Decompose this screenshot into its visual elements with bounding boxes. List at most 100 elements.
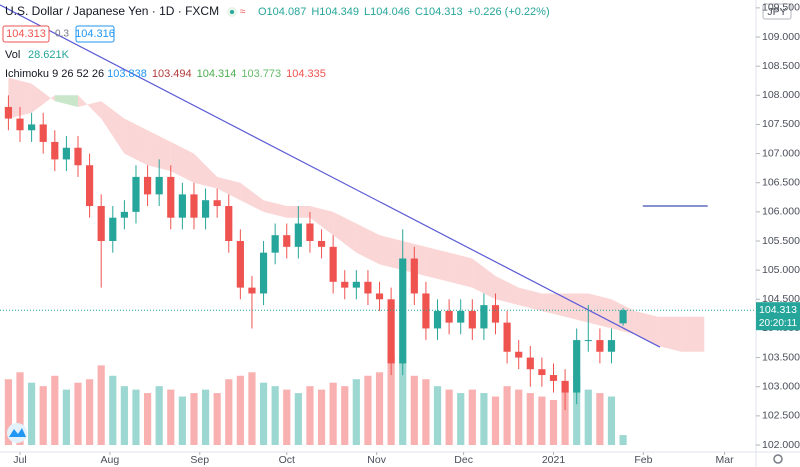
y-tick-label: 103.500 — [762, 351, 800, 363]
ohlc-readout: C104.313 — [415, 6, 463, 18]
x-tick-label: Nov — [367, 454, 386, 466]
ichimoku-cloud — [101, 101, 125, 154]
ichimoku-cloud — [170, 141, 194, 183]
ichimoku-cloud — [449, 252, 473, 288]
data-source-icon: ≈ — [240, 7, 246, 18]
volume-bar — [584, 389, 592, 445]
sell-button[interactable] — [2, 25, 50, 43]
volume-bar — [538, 396, 546, 445]
settings-icon[interactable] — [773, 454, 783, 464]
ichimoku-cloud — [147, 130, 171, 172]
volume-bar — [143, 393, 152, 445]
volume-bar — [399, 361, 407, 445]
x-tick-label: Dec — [454, 454, 473, 466]
candle-body — [584, 340, 592, 342]
x-tick-label: Aug — [101, 454, 120, 466]
volume-bar — [561, 382, 569, 445]
volume-bar — [283, 389, 291, 445]
candle-body — [596, 340, 604, 352]
candle-body — [213, 200, 221, 207]
y-tick-label: 106.000 — [762, 206, 800, 218]
candle-body — [225, 206, 233, 242]
volume-bar — [51, 375, 59, 445]
ichimoku-cloud — [681, 316, 705, 352]
candle-body — [364, 281, 372, 294]
ichimoku-cloud — [657, 316, 682, 352]
market-status-dot — [230, 10, 234, 14]
volume-bar — [457, 393, 465, 445]
volume-bar — [549, 400, 558, 445]
buy-button[interactable] — [75, 25, 115, 43]
volume-bar — [445, 389, 453, 445]
candle-body — [503, 322, 511, 352]
candle-body — [155, 176, 163, 195]
ichimoku-cloud — [518, 287, 542, 311]
x-tick-label: Jul — [13, 454, 26, 466]
ichimoku-cloud — [379, 235, 403, 271]
y-tick-label: 109.500 — [762, 2, 800, 14]
volume-bar — [271, 386, 279, 445]
candle-body — [74, 147, 82, 166]
sell-price: 104.313 — [6, 28, 46, 40]
candle-body — [306, 223, 314, 242]
volume-bar — [85, 379, 94, 445]
last-price-label: 104.313 — [759, 304, 797, 316]
y-tick-label: 102.500 — [762, 410, 800, 422]
ichimoku-cloud — [472, 258, 496, 300]
volume-bar — [329, 382, 337, 445]
ichimoku-cloud — [541, 293, 566, 317]
y-tick-label: 107.000 — [762, 147, 800, 159]
ichimoku-value: 104.335 — [286, 68, 326, 80]
ichimoku-cloud — [333, 211, 357, 253]
volume-bar — [468, 389, 476, 445]
ichimoku-cloud — [54, 95, 78, 107]
volume-bar — [62, 389, 70, 445]
volume-bar — [341, 386, 349, 445]
plot-area — [0, 4, 756, 445]
symbol-title: U.S. Dollar / Japanese Yen · 1D · FXCM — [5, 4, 219, 18]
candle-body — [515, 351, 523, 358]
candle-body — [167, 176, 175, 218]
ichimoku-cloud — [8, 77, 32, 119]
volume-bar — [4, 379, 13, 445]
candle-body — [16, 118, 24, 131]
volume-bar — [352, 379, 360, 445]
last-price-badge — [756, 302, 800, 331]
volume-bar — [178, 396, 186, 445]
logo-shape — [9, 428, 26, 437]
currency-badge[interactable] — [762, 3, 792, 20]
candle-body — [62, 147, 70, 160]
candle-body — [259, 252, 268, 294]
y-tick-label: 108.500 — [762, 60, 800, 72]
candle-body — [375, 293, 384, 300]
volume-legend-value: 28.621K — [28, 49, 70, 61]
candle-body — [120, 211, 128, 218]
ichimoku-cloud — [193, 153, 218, 189]
x-tick-label: Feb — [634, 454, 652, 466]
candle-body — [132, 176, 140, 212]
candle-body — [178, 194, 186, 218]
ichimoku-cloud — [425, 246, 450, 282]
ichimoku-cloud — [309, 206, 334, 236]
volume-bar — [16, 372, 24, 445]
x-tick-label: Mar — [716, 454, 735, 466]
volume-bar — [596, 393, 604, 445]
candle-body — [51, 141, 59, 160]
candle-body — [607, 340, 616, 352]
ichimoku-cloud — [31, 83, 55, 113]
ichimoku-cloud — [77, 95, 102, 119]
volume-bar — [190, 393, 198, 445]
ichimoku-value: 103.494 — [152, 68, 192, 80]
volume-bar — [294, 393, 302, 445]
y-tick-label: 103.000 — [762, 381, 800, 393]
candle-body — [422, 293, 430, 329]
ohlc-readout: L104.046 — [364, 6, 410, 18]
candle-body — [341, 281, 349, 288]
candle-body — [573, 340, 581, 393]
volume-bar — [607, 396, 616, 445]
y-tick-label: 109.000 — [762, 31, 800, 43]
volume-bar — [364, 375, 372, 445]
candle-body — [526, 357, 534, 370]
candle-body — [561, 380, 569, 393]
